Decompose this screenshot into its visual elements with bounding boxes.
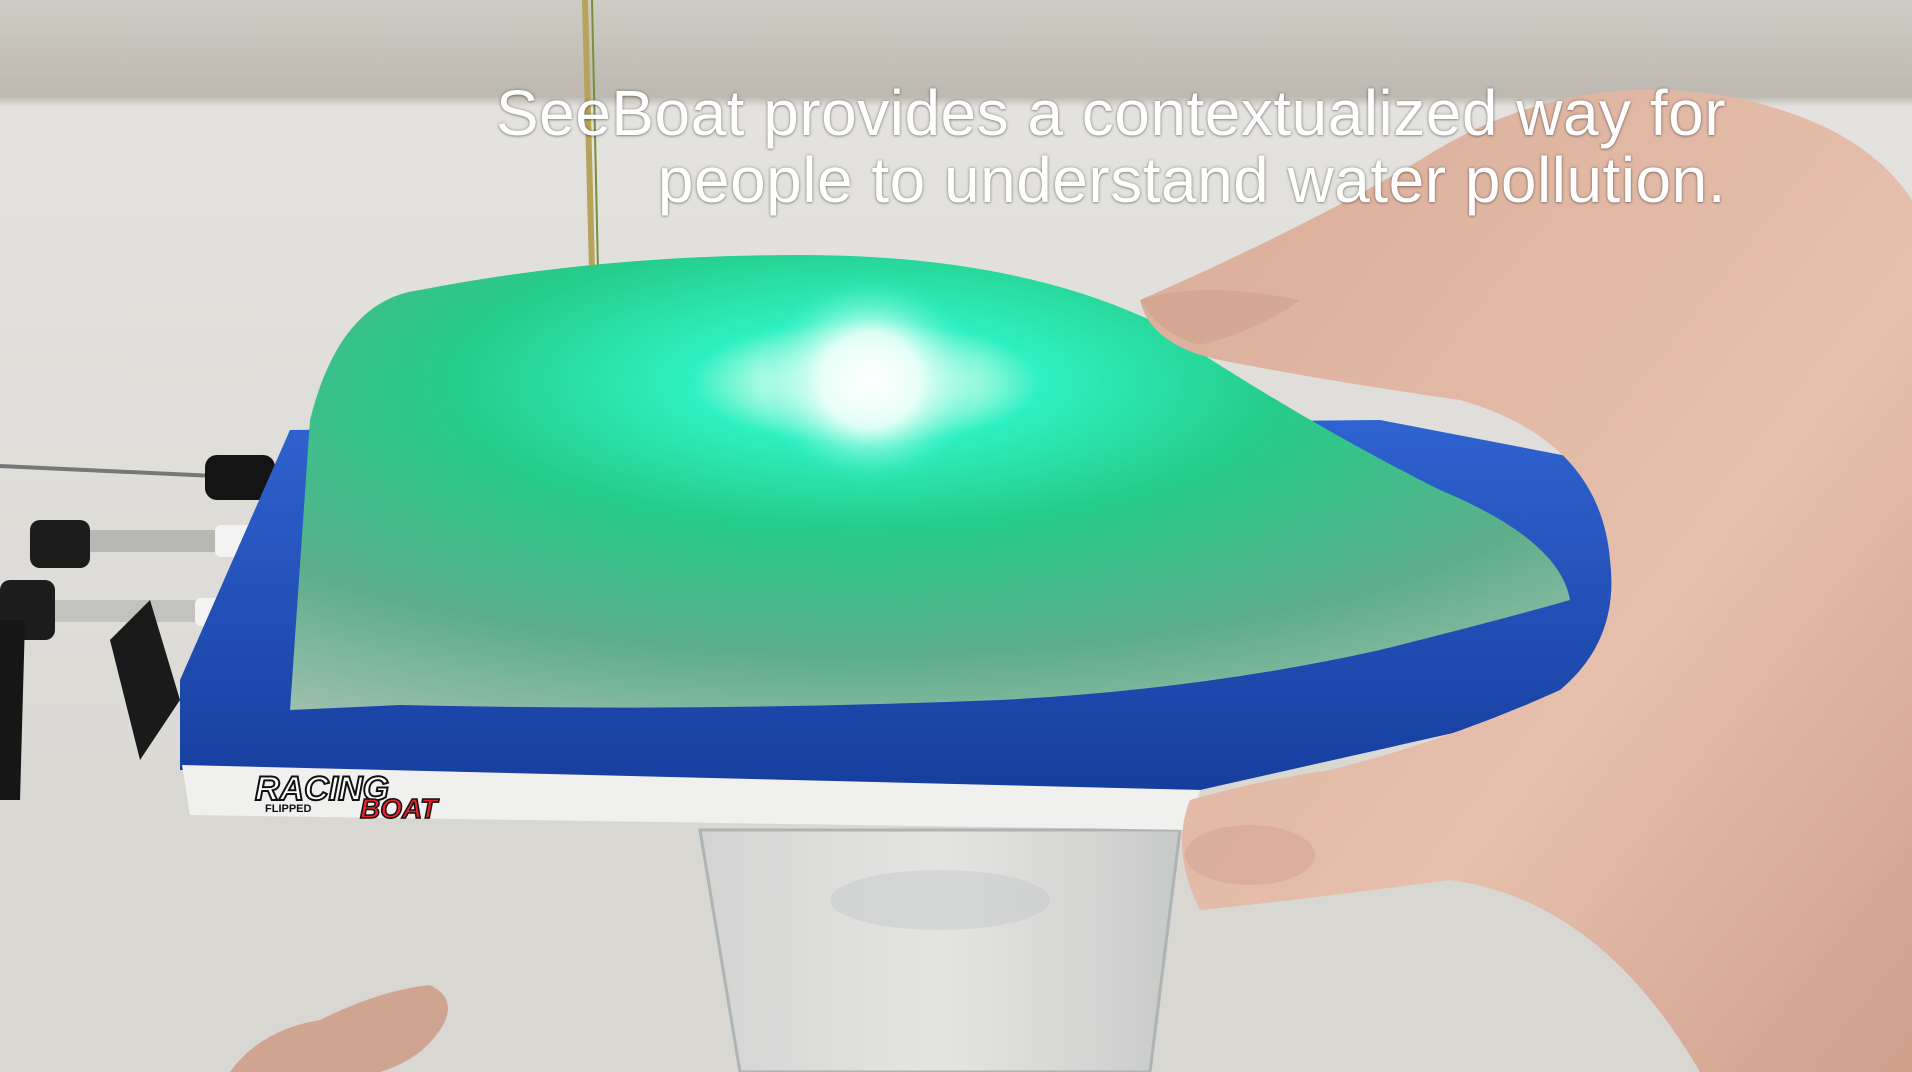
decal-boat: BOAT bbox=[360, 793, 440, 824]
boat-decal: RACING FLIPPED BOAT bbox=[254, 769, 441, 825]
thumb-nail bbox=[1185, 825, 1315, 885]
hull-white-band bbox=[182, 765, 1200, 830]
propeller-assembly bbox=[0, 455, 275, 800]
wire bbox=[582, 0, 595, 271]
decal-racing: RACING bbox=[255, 770, 389, 808]
antenna bbox=[0, 464, 216, 478]
clear-cup bbox=[698, 828, 1182, 1072]
hand-left-fingers bbox=[230, 985, 448, 1072]
light-hotspot bbox=[760, 275, 980, 485]
caption-line-1: SeeBoat provides a contextualized way fo… bbox=[495, 77, 1726, 149]
caption-line-2: people to understand water pollution. bbox=[657, 144, 1726, 216]
decal-flipped: FLIPPED bbox=[265, 803, 312, 815]
caption: SeeBoat provides a contextualized way fo… bbox=[226, 80, 1726, 214]
glowing-shell bbox=[290, 255, 1570, 710]
hand-right bbox=[1140, 89, 1912, 1072]
